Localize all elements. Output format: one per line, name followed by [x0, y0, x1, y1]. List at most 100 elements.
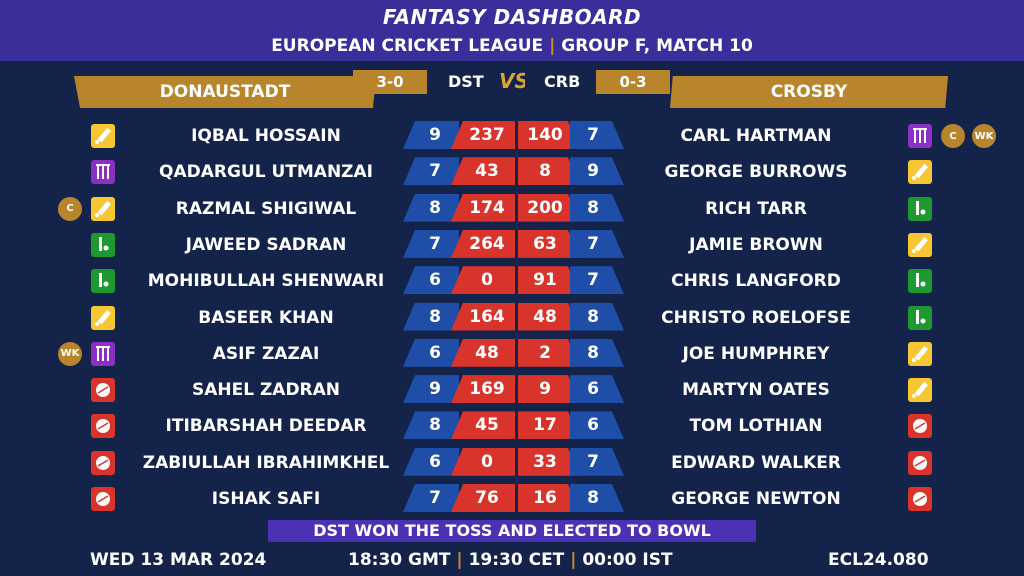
credits-right: 8: [570, 339, 624, 367]
credits-left: 9: [403, 375, 459, 404]
batter-icon: [91, 124, 115, 148]
batter-icon: [908, 232, 932, 257]
credits-right: 8: [570, 194, 624, 222]
player-name-left: SAHEL ZADRAN: [191, 380, 341, 401]
batter-icon: [908, 341, 932, 366]
player-name-right: GEORGE BURROWS: [664, 162, 848, 183]
points-left: 164: [451, 302, 515, 331]
subtitle-separator: |: [549, 36, 556, 56]
player-name-right: CHRISTO ROELOFSE: [661, 307, 851, 328]
batter-icon: [91, 196, 115, 221]
credits-left: 7: [403, 157, 459, 186]
table-row: ITIBARSHAH DEEDAR 8 45 17 6 TOM LOTHIAN: [0, 408, 1024, 444]
keeper-icon: [91, 341, 115, 366]
table-row: BASEER KHAN 8 164 48 8 CHRISTO ROELOFSE: [0, 300, 1024, 336]
time-separator: |: [570, 550, 577, 570]
table-row: QADARGUL UTMANZAI 7 43 8 9 GEORGE BURROWS: [0, 154, 1024, 190]
points-left: 237: [451, 121, 515, 149]
points-left: 174: [451, 193, 515, 222]
wicketkeeper-badge: WK: [58, 341, 82, 366]
player-name-left: BASEER KHAN: [198, 307, 334, 328]
points-right: 8: [518, 157, 580, 185]
captain-badge: C: [58, 196, 82, 221]
points-right: 17: [518, 411, 580, 439]
points-right: 16: [518, 484, 580, 512]
allrounder-icon: [908, 196, 932, 221]
time-separator: |: [456, 550, 463, 570]
match-code: ECL24.080: [828, 550, 929, 570]
team-right-banner: CROSBY: [670, 76, 948, 108]
credits-right: 7: [570, 121, 624, 149]
points-left: 0: [451, 447, 515, 476]
svg-text:VS: VS: [499, 69, 525, 93]
player-name-right: JAMIE BROWN: [689, 234, 823, 255]
points-left: 169: [451, 375, 515, 404]
captain-badge: C: [941, 124, 965, 148]
credits-right: 8: [570, 484, 624, 512]
batter-icon: [908, 378, 932, 403]
table-row: ZABIULLAH IBRAHIMKHEL 6 0 33 7 EDWARD WALKER: [0, 445, 1024, 481]
bowler-icon: [91, 487, 115, 511]
player-name-left: MOHIBULLAH SHENWARI: [147, 271, 385, 292]
match-date: WED 13 MAR 2024: [90, 550, 267, 570]
player-name-left: ASIF ZAZAI: [212, 343, 320, 364]
table-row: C RAZMAL SHIGIWAL 8 174 200 8 RICH TARR: [0, 191, 1024, 227]
credits-right: 7: [570, 448, 624, 476]
player-name-right: TOM LOTHIAN: [689, 416, 823, 437]
wicketkeeper-badge: WK: [972, 124, 996, 148]
player-name-right: RICH TARR: [705, 198, 807, 219]
header-bar: FANTASY DASHBOARD EUROPEAN CRICKET LEAGU…: [0, 0, 1024, 61]
player-name-right: CHRIS LANGFORD: [671, 271, 841, 292]
points-right: 9: [518, 375, 580, 403]
bowler-icon: [908, 414, 932, 439]
allrounder-icon: [91, 232, 115, 257]
player-name-left: IQBAL HOSSAIN: [191, 126, 341, 146]
points-left: 0: [451, 266, 515, 295]
credits-right: 6: [570, 411, 624, 439]
keeper-icon: [908, 124, 932, 148]
credits-right: 8: [570, 303, 624, 331]
points-right: 63: [518, 230, 580, 258]
time-cet: 19:30 CET: [468, 550, 565, 570]
allrounder-icon: [908, 269, 932, 294]
credits-right: 6: [570, 375, 624, 403]
team-right-abbr: CRB: [544, 72, 581, 91]
league-name: EUROPEAN CRICKET LEAGUE: [271, 36, 544, 56]
points-left: 76: [451, 484, 515, 512]
player-name-left: JAWEED SADRAN: [185, 234, 347, 255]
points-right: 2: [518, 339, 580, 367]
batter-icon: [91, 305, 115, 330]
player-name-left: ISHAK SAFI: [211, 489, 321, 509]
player-name-left: ZABIULLAH IBRAHIMKHEL: [142, 452, 390, 473]
versus-icon: VS: [497, 66, 529, 100]
points-left: 264: [451, 229, 515, 258]
time-ist: 00:00 IST: [582, 550, 673, 570]
player-name-right: MARTYN OATES: [682, 380, 830, 401]
allrounder-icon: [91, 269, 115, 294]
toss-banner: DST WON THE TOSS AND ELECTED TO BOWL: [268, 520, 756, 542]
points-right: 140: [518, 121, 580, 149]
bowler-icon: [908, 450, 932, 475]
team-right-record: 0-3: [596, 70, 670, 94]
team-left-banner: DONAUSTADT: [74, 76, 376, 108]
table-row: WK ASIF ZAZAI 6 48 2 8 JOE HUMPHREY: [0, 336, 1024, 372]
match-subtitle: EUROPEAN CRICKET LEAGUE | GROUP F, MATCH…: [0, 36, 1024, 56]
credits-right: 7: [570, 230, 624, 258]
match-name: GROUP F, MATCH 10: [561, 36, 753, 56]
table-row: ISHAK SAFI 7 76 16 8 GEORGE NEWTON: [0, 481, 1024, 517]
points-right: 91: [518, 266, 580, 294]
player-name-right: JOE HUMPHREY: [682, 343, 830, 364]
points-right: 48: [518, 303, 580, 331]
table-row: IQBAL HOSSAIN 9 237 140 7 CARL HARTMAN C WK: [0, 118, 1024, 154]
player-name-right: CARL HARTMAN: [680, 126, 832, 146]
match-times: 18:30 GMT | 19:30 CET | 00:00 IST: [348, 548, 673, 572]
allrounder-icon: [908, 305, 932, 330]
player-name-left: RAZMAL SHIGIWAL: [175, 198, 357, 219]
player-name-right: GEORGE NEWTON: [671, 489, 841, 509]
keeper-icon: [91, 160, 115, 185]
bowler-icon: [91, 450, 115, 475]
player-name-left: QADARGUL UTMANZAI: [159, 162, 373, 183]
player-name-right: EDWARD WALKER: [671, 452, 841, 473]
time-gmt: 18:30 GMT: [348, 550, 451, 570]
credits-right: 7: [570, 266, 624, 294]
